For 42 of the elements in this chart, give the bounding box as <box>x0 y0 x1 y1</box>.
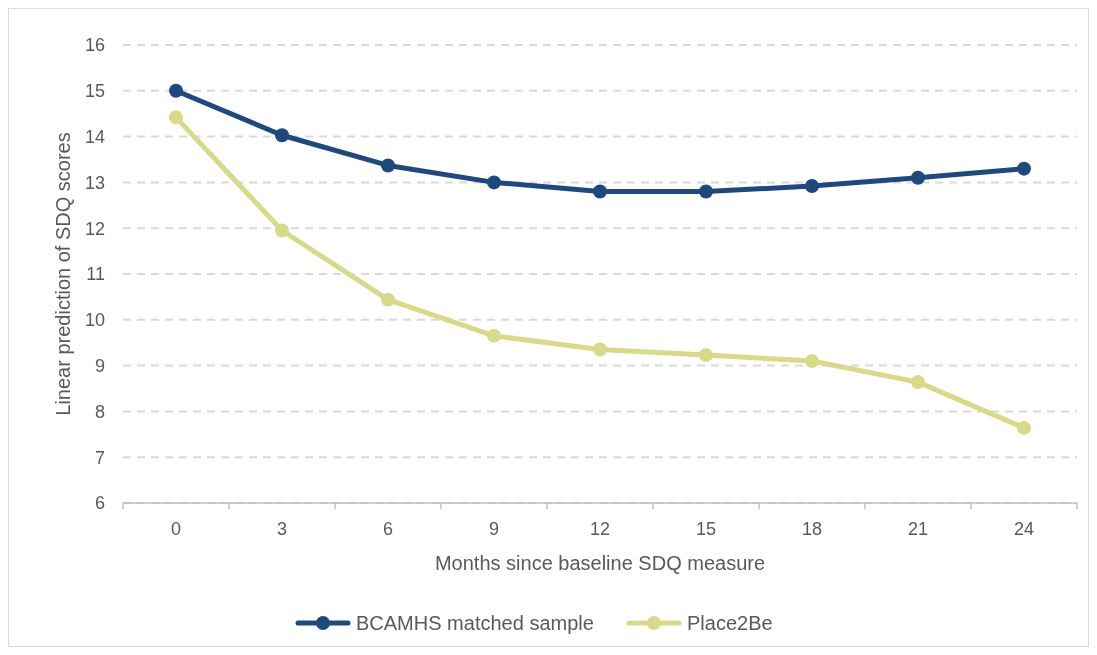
point <box>169 83 183 98</box>
x-tick-label: 12 <box>589 519 611 539</box>
point <box>805 354 819 369</box>
point <box>1017 420 1031 435</box>
y-tick-label: 10 <box>84 310 105 331</box>
y-tick-label: 13 <box>84 172 105 193</box>
x-tick-label: 9 <box>488 519 500 539</box>
y-axis-title: Linear prediction of SDQ scores <box>52 132 74 416</box>
x-tick-label: 6 <box>382 519 394 539</box>
legend-label: BCAMHS matched sample <box>356 612 594 634</box>
legend-label: Place2Be <box>687 612 773 634</box>
y-tick-label: 7 <box>94 447 105 468</box>
x-tick-label: 3 <box>276 519 288 539</box>
y-tick-label: 12 <box>84 218 105 239</box>
point <box>381 158 395 173</box>
y-tick-label: 6 <box>94 493 105 514</box>
point <box>1017 161 1031 176</box>
point <box>593 184 607 199</box>
point <box>381 292 395 307</box>
x-tick-label: 15 <box>695 519 717 539</box>
y-tick-label: 9 <box>94 355 105 376</box>
x-axis-title: Months since baseline SDQ measure <box>434 552 766 574</box>
x-tick-label: 21 <box>907 519 929 539</box>
y-tick-label: 16 <box>84 35 105 56</box>
x-tick-label: 18 <box>801 519 823 539</box>
y-tick-label: 11 <box>86 264 105 285</box>
point <box>699 184 713 199</box>
x-tick-label: 0 <box>170 519 182 539</box>
point <box>699 348 713 363</box>
point <box>275 128 289 143</box>
y-tick-label: 14 <box>84 126 105 147</box>
point <box>593 342 607 357</box>
point <box>487 328 501 343</box>
point <box>911 170 925 185</box>
point <box>805 179 819 194</box>
point <box>487 175 501 190</box>
x-tick-label: 24 <box>1013 519 1035 539</box>
point <box>169 110 183 125</box>
y-tick-label: 15 <box>84 81 105 102</box>
y-tick-label: 8 <box>94 401 105 422</box>
point <box>911 375 925 390</box>
point <box>275 223 289 238</box>
